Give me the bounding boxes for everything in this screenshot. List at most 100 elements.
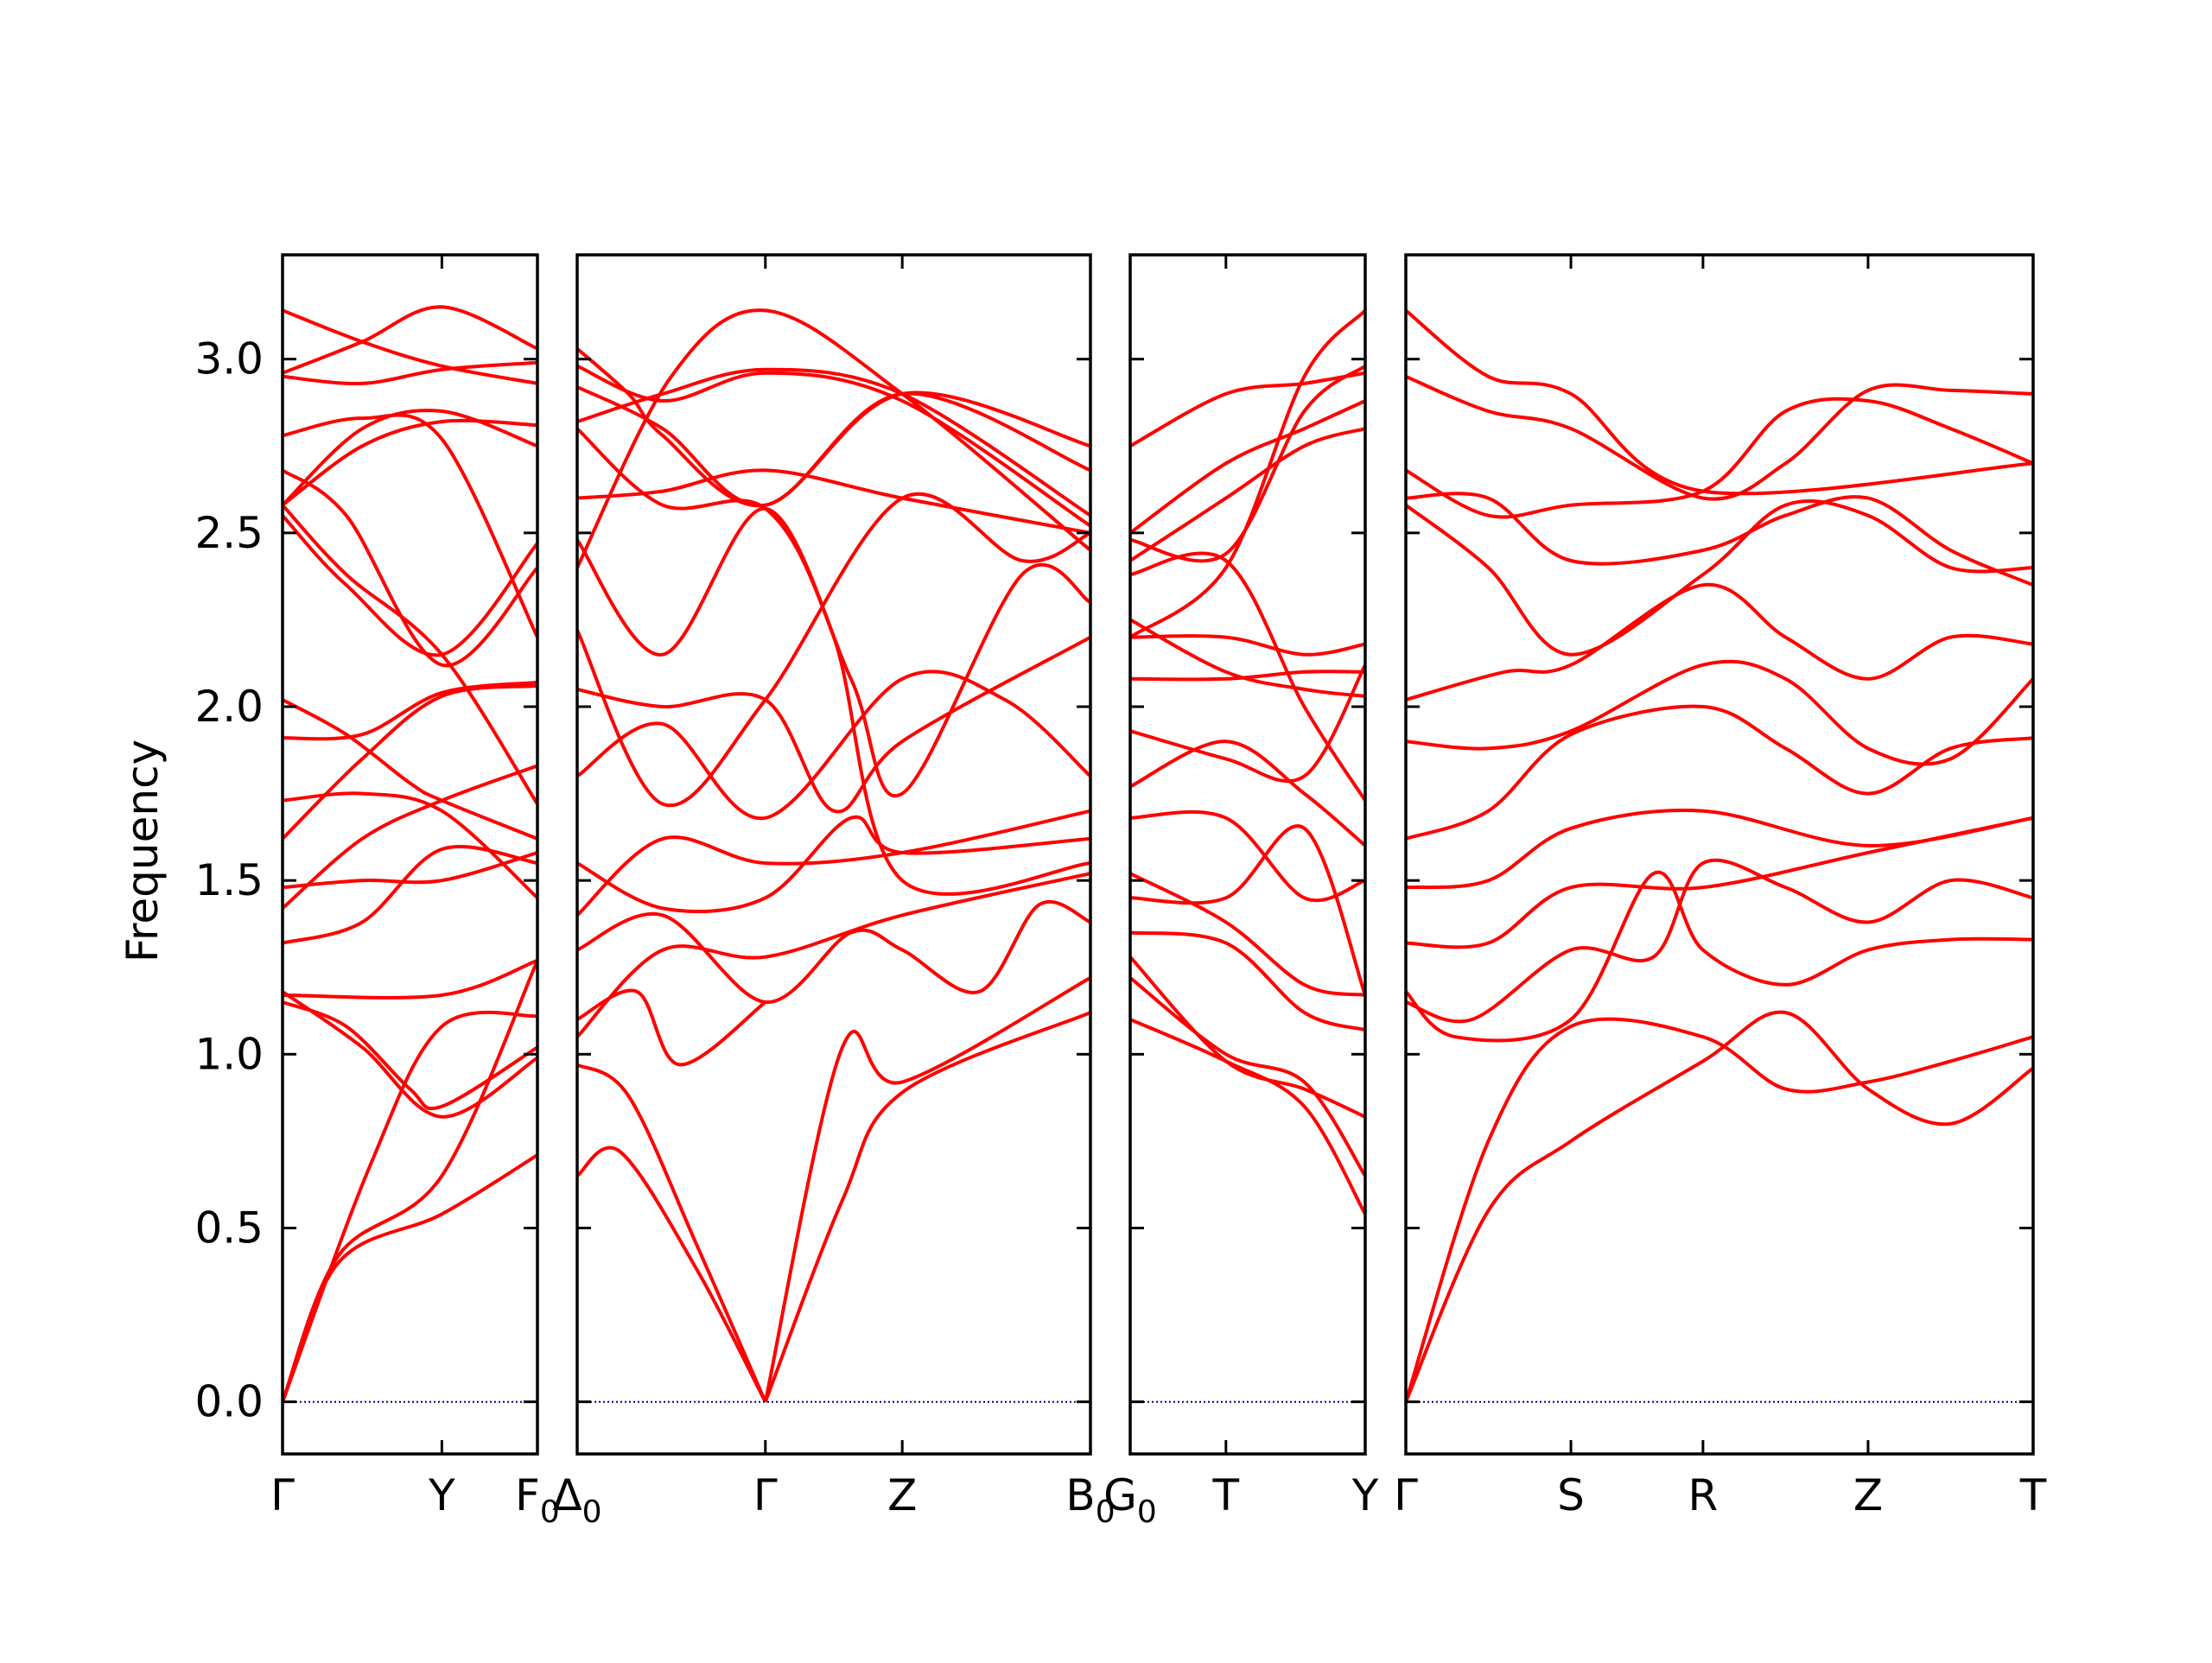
ytick-label: 2.0 xyxy=(194,682,264,732)
panel-4-band-1 xyxy=(1406,1010,2033,1403)
panel-2-band-19 xyxy=(577,385,1090,507)
panel-2-band-3 xyxy=(763,976,1090,1403)
panel-1-band-4 xyxy=(283,1000,537,1111)
panel-1-band-20 xyxy=(283,360,537,386)
panel-4-band-3 xyxy=(1406,870,2033,1043)
panel-2-band-14 xyxy=(577,468,1090,535)
panel-2-frame xyxy=(575,253,1092,1456)
panel-4-frame xyxy=(1404,253,2035,1456)
panel-3-band-3 xyxy=(1130,955,1365,1119)
panel-1-frame xyxy=(281,253,539,1456)
panel-1-band-9 xyxy=(283,851,537,890)
panel-4-band-4 xyxy=(1406,858,2033,1024)
panel-3-xtick-subscript: 0 xyxy=(1137,1495,1157,1530)
panel-1-band-15 xyxy=(283,514,537,657)
panel-4-band-12 xyxy=(1406,397,2033,519)
panel-2-band-4 xyxy=(763,1011,1090,1403)
y-axis-label: Frequency xyxy=(118,739,168,962)
ytick-label: 1.5 xyxy=(194,855,264,905)
ytick-label: 3.0 xyxy=(194,334,264,384)
panel-1-band-19 xyxy=(283,418,537,507)
panel-1-xtick-subscript: 0 xyxy=(540,1495,560,1530)
panel-2-xtick-label: Z xyxy=(887,1470,917,1520)
panel-2-band-18 xyxy=(577,364,1090,528)
panel-1-band-16 xyxy=(283,468,537,668)
panel-1-band-6 xyxy=(283,958,537,1000)
panel-1-band-13 xyxy=(283,698,537,841)
panel-1-band-21 xyxy=(283,305,537,375)
panel-1-band-12 xyxy=(283,680,537,741)
panel-3-band-5 xyxy=(1130,824,1365,996)
panel-1-band-5 xyxy=(283,990,537,1119)
panel-2-band-1 xyxy=(577,1146,767,1403)
panel-2-plot-area xyxy=(577,308,1090,1403)
panel-3-band-7 xyxy=(1130,809,1365,903)
panel-4-band-9 xyxy=(1406,582,2033,701)
panel-4-xtick-label: T xyxy=(2019,1470,2047,1520)
panel-1-band-8 xyxy=(283,764,537,910)
panel-1-xtick-label: F0 xyxy=(515,1470,560,1530)
panel-4-xtick-label: Z xyxy=(1853,1470,1883,1520)
panel-2-band-11 xyxy=(577,635,1090,814)
panel-2-band-6 xyxy=(577,872,1090,1038)
panel-3-band-10 xyxy=(1130,670,1365,682)
panel-4-band-2 xyxy=(1406,1017,2033,1403)
ytick-label: 2.5 xyxy=(194,508,264,558)
panel-4-plot-area xyxy=(1406,308,2033,1403)
panel-4-band-10 xyxy=(1406,499,2033,657)
panel-2-xtick-subscript: 0 xyxy=(1096,1495,1116,1530)
panel-2-band-13 xyxy=(577,506,1090,798)
panel-3-band-1 xyxy=(1130,1018,1365,1216)
panel-4-band-14 xyxy=(1406,308,2033,496)
panel-3-band-8 xyxy=(1130,739,1365,847)
panel-1-xtick-label: Γ xyxy=(270,1470,295,1520)
panel-1-band-11 xyxy=(283,791,537,899)
panel-1-band-10 xyxy=(283,683,537,841)
panel-3-band-2 xyxy=(1130,976,1365,1177)
panel-3-band-12 xyxy=(1130,618,1365,698)
panel-2-band-7 xyxy=(577,900,1090,1005)
panel-3-band-16 xyxy=(1130,399,1365,535)
panel-3-band-17 xyxy=(1130,427,1365,562)
ytick-label: 0.5 xyxy=(194,1203,264,1253)
panel-2-band-10 xyxy=(577,670,1090,821)
panel-3-band-4 xyxy=(1130,930,1365,1032)
panel-3-band-15 xyxy=(1130,371,1365,448)
panel-3-xtick-label: T xyxy=(1212,1470,1240,1520)
panel-2-band-12 xyxy=(577,492,1090,808)
panel-4-band-7 xyxy=(1406,704,2033,841)
panel-3-frame xyxy=(1128,253,1367,1456)
panel-3-plot-area xyxy=(1130,308,1365,1403)
panel-1-plot-area xyxy=(283,305,537,1403)
panel-1-band-7 xyxy=(283,845,537,945)
panel-1-band-2 xyxy=(283,1153,537,1403)
panel-3-xtick-label: Y xyxy=(1351,1470,1379,1520)
panel-1-band-14 xyxy=(283,504,537,805)
panel-4-xtick-label: S xyxy=(1557,1470,1585,1520)
panel-1-band-18 xyxy=(283,413,537,638)
panel-4-band-6 xyxy=(1406,809,2033,890)
panel-3-band-11 xyxy=(1130,634,1365,657)
panel-2-band-2 xyxy=(577,1063,767,1403)
panel-1-band-22 xyxy=(283,308,537,385)
panel-2-band-20 xyxy=(577,308,1090,568)
panel-4-xtick-label: R xyxy=(1688,1470,1719,1520)
ytick-label: 0.0 xyxy=(194,1377,264,1427)
panel-1-xtick-label: Y xyxy=(428,1470,455,1520)
panel-4-band-11 xyxy=(1406,492,2033,587)
panel-2-xtick-label: Δ0 xyxy=(552,1470,601,1530)
panel-2-band-8 xyxy=(577,815,1090,914)
ytick-label: 1.0 xyxy=(194,1029,264,1079)
panel-2-xtick-label: Γ xyxy=(753,1470,778,1520)
panel-3-band-6 xyxy=(1130,872,1365,997)
panel-2-xtick-subscript: 0 xyxy=(582,1495,602,1530)
panel-4-band-8 xyxy=(1406,659,2033,766)
panel-1-band-3 xyxy=(283,1010,537,1403)
panel-4-xtick-label: Γ xyxy=(1394,1470,1418,1520)
panel-3-band-14 xyxy=(1130,365,1365,563)
panel-3-band-18 xyxy=(1130,308,1365,639)
panel-2-band-9 xyxy=(577,809,1090,917)
panel-3-band-9 xyxy=(1130,663,1365,784)
